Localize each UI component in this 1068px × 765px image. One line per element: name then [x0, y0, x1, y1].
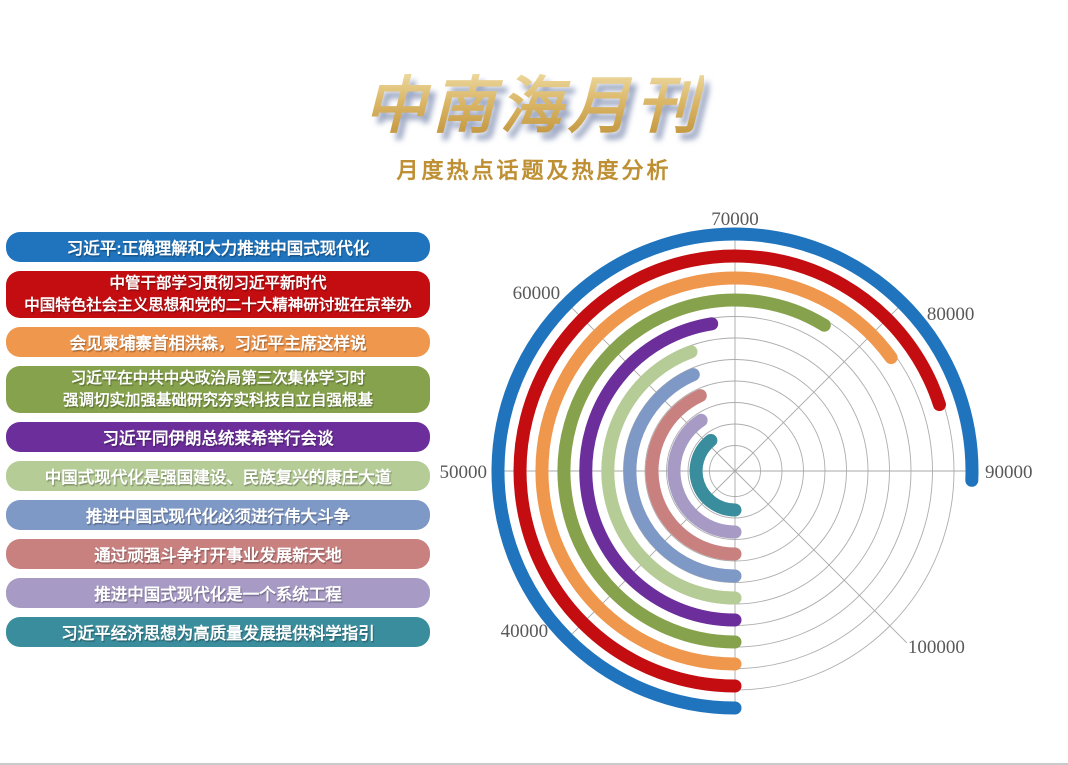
- header: 中南海月刊 月度热点话题及热度分析: [0, 74, 1068, 185]
- topic-bar-label: 推进中国式现代化是一个系统工程: [94, 586, 342, 604]
- polar-heat-chart-svg: 40000 50000 60000 70000 80000 90000 100000: [440, 209, 1033, 715]
- topic-bar-label: 推进中国式现代化必须进行伟大斗争: [86, 508, 350, 526]
- topic-bar-2: 中管干部学习贯彻习近平新时代中国特色社会主义思想和党的二十大精神研讨班在京举办: [6, 271, 430, 318]
- topic-bar-label: 习近平经济思想为高质量发展提供科学指引: [61, 625, 375, 643]
- topic-bar-8: 通过顽强斗争打开事业发展新天地: [6, 539, 430, 569]
- axis-tick-label-80000: 80000: [927, 304, 975, 325]
- topic-bar-label: 中管干部学习贯彻习近平新时代: [109, 274, 327, 292]
- polar-heat-chart: 40000 50000 60000 70000 80000 90000 100000: [420, 185, 1068, 763]
- heat-arc-topic-5: [579, 317, 742, 627]
- topic-bar-label: 习近平在中共中央政治局第三次集体学习时: [70, 369, 366, 387]
- topic-bar-6: 中国式现代化是强国建设、民族复兴的康庄大道: [6, 461, 430, 491]
- topic-bar-10: 习近平经济思想为高质量发展提供科学指引: [6, 617, 430, 647]
- topic-bar-3: 会见柬埔寨首相洪森，习近平主席这样说: [6, 327, 430, 357]
- page-title: 中南海月刊: [363, 72, 704, 141]
- heat-arc-topic-9: [667, 413, 742, 539]
- topic-bar-1: 习近平:正确理解和大力推进中国式现代化: [6, 232, 430, 262]
- topic-bar-5: 习近平同伊朗总统莱希举行会谈: [6, 422, 430, 452]
- heat-arc-topic-7: [623, 368, 742, 583]
- grid-spoke: [734, 298, 908, 472]
- axis-tick-label-50000: 50000: [440, 462, 488, 483]
- axis-tick-label-70000: 70000: [711, 209, 759, 230]
- topic-bar-label: 中国式现代化是强国建设、民族复兴的康庄大道: [44, 469, 392, 487]
- heat-arc-topic-2: [513, 249, 946, 693]
- axis-tick-label-100000: 100000: [908, 637, 965, 658]
- topic-bar-4: 习近平在中共中央政治局第三次集体学习时 强调切实加强基础研究夯实科技自立自强根基: [6, 366, 430, 413]
- topic-list: 习近平:正确理解和大力推进中国式现代化 中管干部学习贯彻习近平新时代中国特色社会主…: [6, 232, 430, 656]
- heat-arc-topic-10: [689, 433, 742, 517]
- topic-bar-label: 通过顽强斗争打开事业发展新天地: [94, 547, 342, 565]
- topic-bar-7: 推进中国式现代化必须进行伟大斗争: [6, 500, 430, 530]
- page-subtitle: 月度热点话题及热度分析: [396, 158, 672, 184]
- heat-arc-topic-8: [645, 389, 742, 561]
- heat-arc-topic-4: [557, 293, 831, 649]
- axis-tick-label-90000: 90000: [985, 462, 1033, 483]
- topic-bar-label: 强调切实加强基础研究夯实科技自立自强根基: [62, 391, 373, 409]
- heat-arc-topic-6: [601, 345, 742, 605]
- topic-bar-label: 习近平同伊朗总统莱希举行会谈: [102, 430, 334, 448]
- axis-tick-label-40000: 40000: [501, 621, 548, 642]
- heat-arc-topic-3: [535, 271, 898, 671]
- grid-spoke: [734, 470, 908, 644]
- topic-bar-label: 中国特色社会主义思想和党的二十大精神研讨班在京举办: [24, 296, 412, 314]
- topic-bar-label: 会见柬埔寨首相洪森，习近平主席这样说: [69, 335, 367, 353]
- topic-bar-9: 推进中国式现代化是一个系统工程: [6, 578, 430, 608]
- bottom-divider: [0, 763, 1068, 765]
- heat-arc-topic-1: [491, 227, 979, 715]
- topic-bar-label: 习近平:正确理解和大力推进中国式现代化: [66, 240, 370, 258]
- axis-tick-label-60000: 60000: [513, 283, 561, 304]
